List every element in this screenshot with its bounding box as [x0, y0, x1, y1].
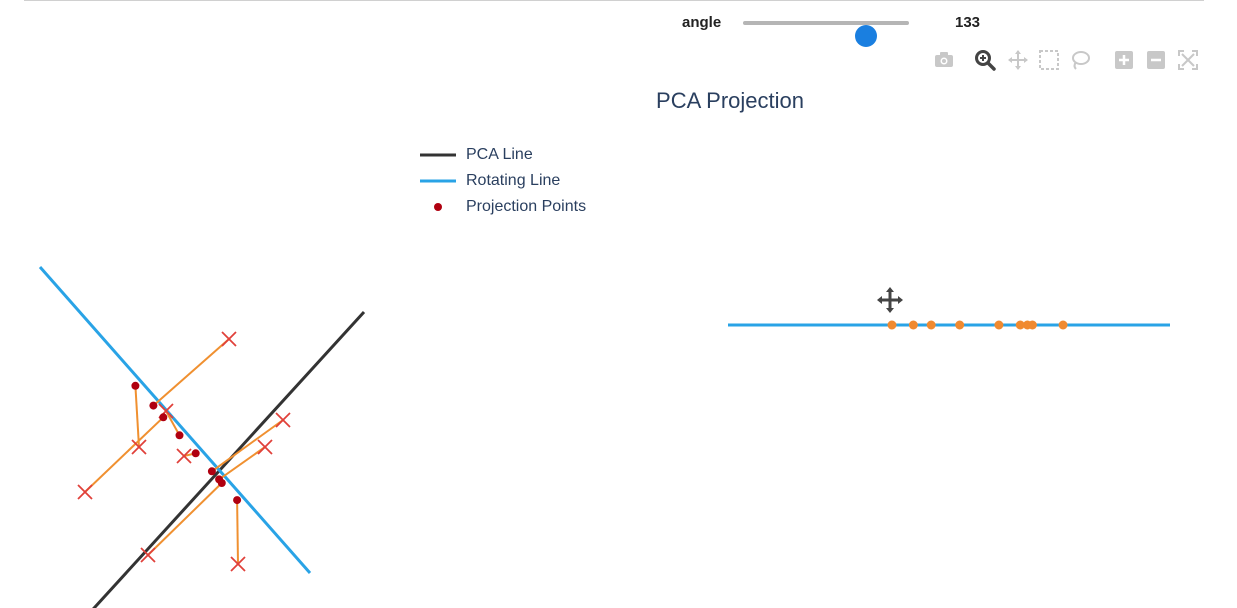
projected-point — [1059, 321, 1068, 330]
projection-segment — [212, 420, 283, 471]
projection-point — [159, 413, 167, 421]
projected-point — [955, 321, 964, 330]
data-point — [177, 449, 191, 463]
projection-point — [192, 449, 200, 457]
projection-segment — [153, 339, 229, 406]
projection-segment — [85, 417, 163, 492]
projected-point — [909, 321, 918, 330]
projection-segment — [148, 483, 222, 555]
projected-point — [994, 321, 1003, 330]
projection-point — [233, 496, 241, 504]
pca-line — [85, 312, 364, 608]
projection-segment — [237, 500, 238, 564]
projected-point — [887, 321, 896, 330]
projection-point — [131, 382, 139, 390]
data-point — [222, 332, 236, 346]
projection-point — [218, 479, 226, 487]
move-cursor-icon — [877, 287, 903, 313]
projected-point — [1028, 321, 1037, 330]
projection-point — [149, 402, 157, 410]
projection-point — [176, 431, 184, 439]
data-point — [78, 485, 92, 499]
data-point — [276, 413, 290, 427]
data-point — [258, 440, 272, 454]
projected-point — [927, 321, 936, 330]
rotating-line — [40, 267, 310, 573]
projection-point — [208, 467, 216, 475]
projection-segment — [135, 386, 139, 447]
